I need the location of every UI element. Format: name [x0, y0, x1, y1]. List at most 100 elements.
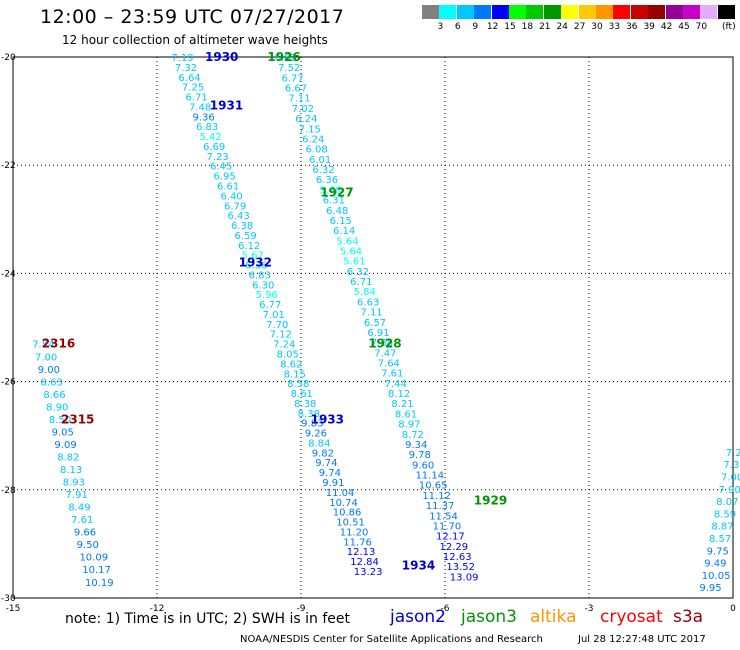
- swh-value: 8.57: [709, 534, 731, 545]
- legend-swatch: [665, 5, 683, 19]
- swh-value: 6.36: [316, 175, 338, 186]
- satellite-legend-s3a: s3a: [673, 607, 704, 627]
- swh-value: 6.82: [275, 53, 297, 64]
- swh-value: 6.83: [249, 270, 271, 281]
- legend-label: 45: [678, 22, 690, 32]
- x-tick-label: -9: [297, 604, 306, 614]
- legend-label: 6: [454, 22, 461, 32]
- swh-value: 6.61: [217, 181, 239, 192]
- legend-swatch: [456, 5, 474, 19]
- swh-value: 6.15: [330, 216, 352, 227]
- swh-value: 12.17: [436, 532, 465, 543]
- legend-label: 21: [539, 22, 551, 32]
- swh-value: 9.74: [319, 468, 341, 479]
- swh-value: 9.09: [54, 440, 76, 451]
- legend-swatch: [717, 5, 735, 19]
- swh-value: 10.17: [82, 565, 111, 576]
- pass-labels: 1930 1931 1932 1933 1934 1926 1927 1928 1929 2316…: [42, 50, 507, 573]
- swh-value: 9.82: [312, 448, 334, 459]
- y-tick-label: -30: [1, 594, 16, 604]
- y-tick-label: -26: [1, 378, 16, 388]
- swh-value: 6.38: [231, 221, 253, 232]
- legend-label: 70: [695, 22, 708, 32]
- satellite-legend-cryosat: cryosat: [600, 607, 663, 627]
- swh-value: 8.90: [46, 402, 68, 413]
- swh-value: 6.83: [196, 122, 218, 133]
- swh-value: 10.74: [329, 498, 358, 509]
- swh-value: 6.31: [323, 196, 345, 207]
- swh-value: 8.63: [41, 377, 63, 388]
- swh-value: 7.70: [266, 320, 288, 331]
- swh-value: 7.15: [299, 124, 321, 135]
- legend-label: 33: [608, 22, 621, 32]
- swh-value: 6.63: [357, 297, 379, 308]
- swh-value: 7.32: [175, 63, 197, 74]
- legend-label: 18: [521, 22, 534, 32]
- swh-value: 5.64: [340, 246, 362, 257]
- swh-value: 5.42: [199, 132, 221, 143]
- swh-value: 6.79: [224, 201, 246, 212]
- pass-number-label: 1931: [210, 99, 243, 113]
- swh-value: 6.24: [295, 114, 317, 125]
- x-tick-label: -15: [6, 604, 21, 614]
- swh-value: 8.58: [287, 379, 309, 390]
- swh-value: 8.12: [388, 389, 410, 400]
- map-title: 12:00 – 23:59 UTC 07/27/2017: [40, 6, 345, 28]
- footnote: note: 1) Time is in UTC; 2) SWH is in fe…: [65, 611, 351, 627]
- swh-value: 9.00: [38, 365, 60, 376]
- swh-value: 11.54: [429, 511, 458, 522]
- swh-value: 7.30: [723, 460, 740, 471]
- legend-label: 30: [591, 22, 603, 32]
- swh-value: 11.37: [426, 501, 455, 512]
- legend-label: 15: [504, 22, 516, 32]
- swh-value: 8.38: [294, 399, 316, 410]
- swh-value: 7.44: [385, 379, 407, 390]
- swh-value: 8.62: [280, 359, 302, 370]
- swh-value: 6.95: [213, 172, 235, 183]
- swh-value: 9.95: [699, 583, 721, 594]
- swh-value: 5.78: [319, 185, 341, 196]
- swh-value: 13.09: [450, 572, 479, 583]
- swh-value: 6.36: [245, 261, 267, 272]
- swh-value: 10.05: [702, 571, 731, 582]
- swh-value: 6.77: [281, 73, 303, 84]
- swh-value: 11.14: [415, 471, 444, 482]
- axis-ticks: -15 -12 -9 -6 -3 0-20-22-24-26-28-30: [1, 53, 736, 614]
- swh-value: 8.84: [308, 438, 330, 449]
- pass-number-label: 1930: [205, 50, 238, 64]
- swh-value: 6.71: [185, 93, 207, 104]
- legend-label: 42: [660, 22, 673, 32]
- swh-value: 6.57: [364, 318, 386, 329]
- swh-value: 8.49: [68, 503, 90, 514]
- altimeter-tracks: 7.197.326.647.256.717.489.366.835.426.69…: [32, 53, 740, 594]
- swh-value: 9.36: [192, 112, 214, 123]
- swh-value: 8.93: [63, 478, 85, 489]
- legend-swatch: [422, 5, 439, 19]
- swh-value: 12.84: [350, 557, 379, 568]
- swh-value: 8.50: [49, 415, 71, 426]
- map-subtitle: 12 hour collection of altimeter wave hei…: [62, 33, 328, 47]
- legend-swatch: [526, 5, 544, 19]
- swh-value: 6.24: [302, 134, 324, 145]
- swh-value: 7.38: [371, 338, 393, 349]
- swh-value: 6.71: [350, 277, 372, 288]
- satellite-legend-jason2: jason2: [390, 607, 446, 627]
- swh-value: 6.40: [221, 191, 243, 202]
- swh-value: 7.24: [273, 340, 295, 351]
- swh-value: 7.91: [66, 490, 88, 501]
- swh-value: 7.48: [189, 102, 211, 113]
- legend-swatch: [648, 5, 666, 19]
- pass-number-label: 2315: [61, 412, 94, 426]
- swh-value: 8.05: [277, 350, 299, 361]
- pass-number-label: 1932: [239, 256, 272, 270]
- swh-value: 7.64: [378, 359, 400, 370]
- swh-value: 8.21: [391, 399, 413, 410]
- swh-value: 9.49: [704, 559, 726, 570]
- swh-value: 9.60: [412, 460, 434, 471]
- swh-value: 9.74: [315, 458, 337, 469]
- y-tick-label: -22: [1, 161, 16, 171]
- swh-value: 7.02: [292, 104, 314, 115]
- swh-value: 9.34: [405, 440, 427, 451]
- swh-value: 7.19: [171, 53, 193, 64]
